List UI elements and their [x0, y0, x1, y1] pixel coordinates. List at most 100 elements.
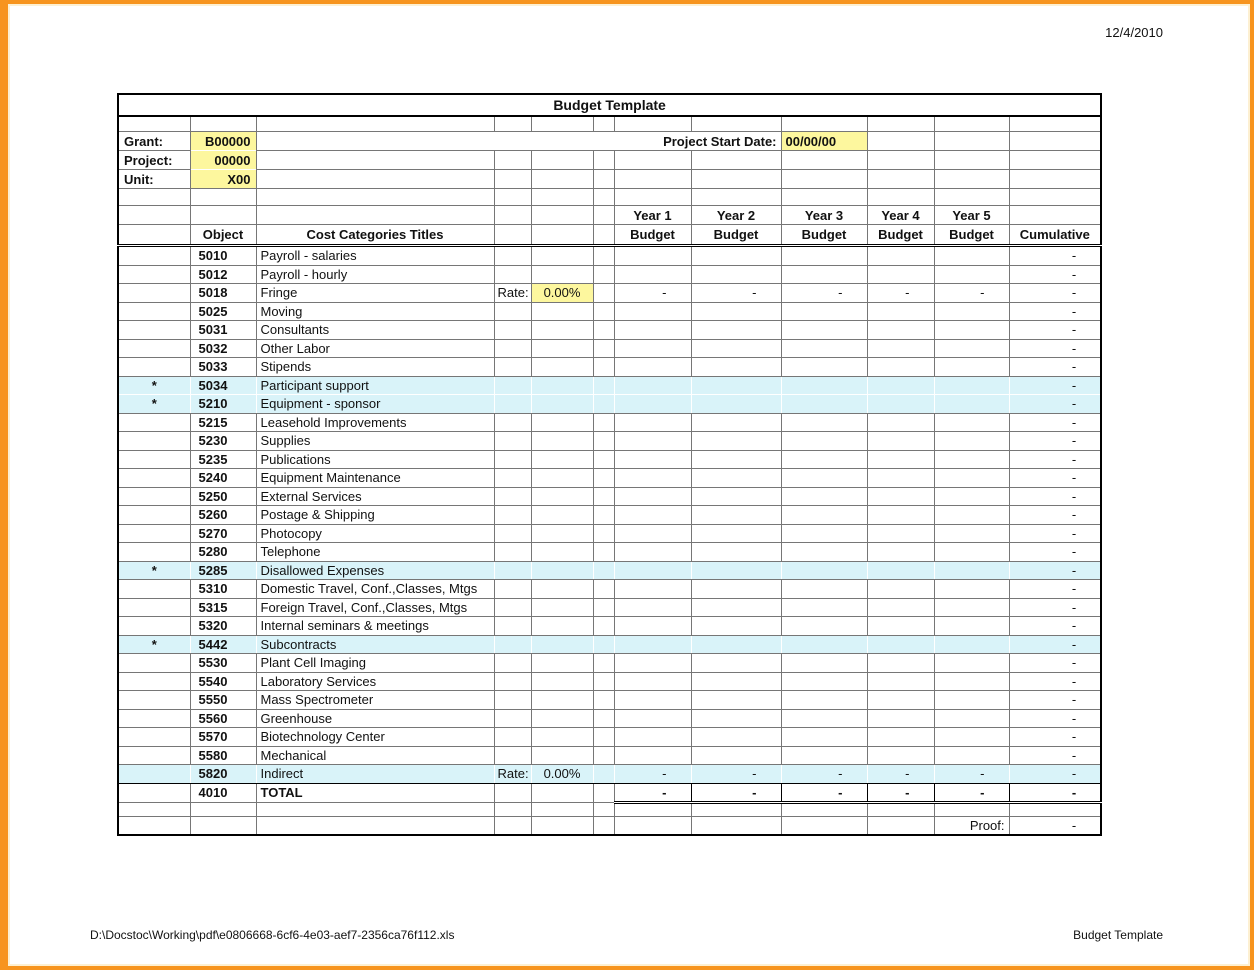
cost-title-cell: Internal seminars & meetings [255, 616, 495, 636]
empty-cell [592, 169, 615, 189]
year1-budget-cell [613, 745, 692, 765]
year4-budget-cell: - [866, 283, 935, 303]
year4-budget-cell [866, 301, 935, 321]
rate-value-cell [531, 560, 593, 580]
year2-budget-cell: - [690, 283, 782, 303]
cumulative-cell: - [1008, 727, 1102, 747]
empty-cell [493, 205, 532, 225]
year2-header: Year 2 [690, 205, 782, 225]
year2-budget-cell [690, 357, 782, 377]
cost-title-cell: Publications [255, 449, 495, 469]
year2-budget-cell [690, 616, 782, 636]
year3-budget-cell [780, 653, 868, 673]
cost-title-cell: Equipment - sponsor [256, 394, 494, 414]
cost-title-cell: Other Labor [255, 338, 495, 358]
year5-budget-cell [934, 394, 1009, 414]
spacer-cell [592, 338, 615, 358]
spacer-cell [592, 505, 615, 525]
cumulative-cell: - [1008, 301, 1102, 321]
spacer-cell [592, 727, 615, 747]
year4-budget-cell [866, 505, 935, 525]
star-marker-cell [117, 264, 191, 284]
table-row: 5240 Equipment Maintenance - [117, 468, 1102, 488]
year4-budget-cell: - [867, 764, 934, 784]
year3-budget-cell: - [781, 764, 867, 784]
table-row: * 5210 Equipment - sponsor - [118, 394, 1102, 414]
cost-title-cell: Postage & Shipping [255, 505, 495, 525]
empty-cell [255, 205, 495, 225]
cost-title-cell: Fringe [255, 283, 495, 303]
object-code-cell: 5580 [189, 745, 257, 765]
rate-label-cell [493, 690, 532, 710]
rate-label-cell [493, 505, 532, 525]
table-row [117, 115, 1102, 132]
empty-cell [530, 205, 594, 225]
object-code-cell: 5031 [189, 320, 257, 340]
year3-budget-cell [780, 727, 868, 747]
star-marker-cell [117, 597, 191, 617]
project-label: Project: [117, 150, 191, 170]
empty-cell [1008, 131, 1102, 151]
spacer-cell [592, 690, 615, 710]
year2-budget-cell: - [691, 764, 781, 784]
cost-title-cell: TOTAL [255, 782, 495, 803]
cost-categories-header: Cost Categories Titles [255, 224, 495, 247]
empty-cell [1008, 188, 1102, 206]
star-marker-cell [117, 320, 191, 340]
proof-value-cell: - [1008, 816, 1102, 836]
table-row: 5320 Internal seminars & meetings - [117, 616, 1102, 636]
empty-cell [493, 169, 532, 189]
star-marker-cell [117, 690, 191, 710]
year4-budget-cell [866, 357, 935, 377]
rate-label-cell [493, 245, 532, 266]
spacer-cell [592, 320, 615, 340]
spacer-cell [593, 764, 614, 784]
year5-budget-cell [933, 542, 1010, 562]
year5-budget-cell [933, 690, 1010, 710]
rate-value-cell [530, 357, 594, 377]
cost-title-cell: Disallowed Expenses [256, 560, 494, 580]
star-marker-cell [117, 579, 191, 599]
rate-label-cell [493, 579, 532, 599]
year4-budget-cell [866, 431, 935, 451]
spacer-cell [592, 542, 615, 562]
year1-budget-cell [613, 468, 692, 488]
empty-cell [117, 816, 191, 836]
year2-budget-cell [690, 320, 782, 340]
empty-cell [613, 150, 692, 170]
budget-header: Budget [613, 224, 692, 247]
spacer-cell [593, 375, 614, 395]
sheet-title: Budget Template [118, 94, 1102, 117]
year5-budget-cell [934, 375, 1009, 395]
year1-budget-cell [613, 727, 692, 747]
year3-budget-cell: - [780, 283, 868, 303]
budget-header: Budget [780, 224, 868, 247]
empty-cell [189, 205, 257, 225]
object-header: Object [189, 224, 257, 247]
year2-budget-cell [690, 523, 782, 543]
year1-budget-cell [613, 708, 692, 728]
object-code-cell: 5820 [190, 764, 256, 784]
cumulative-cell: - [1008, 468, 1102, 488]
spacer-cell [592, 653, 615, 673]
table-row: Proof: - [117, 816, 1102, 836]
object-code-cell: 5280 [189, 542, 257, 562]
object-code-cell: 5025 [189, 301, 257, 321]
star-marker-cell [118, 764, 190, 784]
year5-budget-cell [933, 745, 1010, 765]
rate-value-cell [530, 449, 594, 469]
cost-title-cell: Mass Spectrometer [255, 690, 495, 710]
proof-label: Proof: [933, 816, 1010, 836]
spacer-cell [592, 523, 615, 543]
rate-label-cell [493, 320, 532, 340]
empty-cell [933, 188, 1010, 206]
year4-budget-cell [867, 394, 934, 414]
year4-budget-cell: - [866, 782, 935, 804]
star-marker-cell [117, 338, 191, 358]
cumulative-cell: - [1008, 708, 1102, 728]
year2-budget-cell [690, 412, 782, 432]
table-row: 5235 Publications - [117, 449, 1102, 469]
year5-budget-cell [934, 634, 1009, 654]
year5-budget-cell [933, 579, 1010, 599]
cost-title-cell: Leasehold Improvements [255, 412, 495, 432]
